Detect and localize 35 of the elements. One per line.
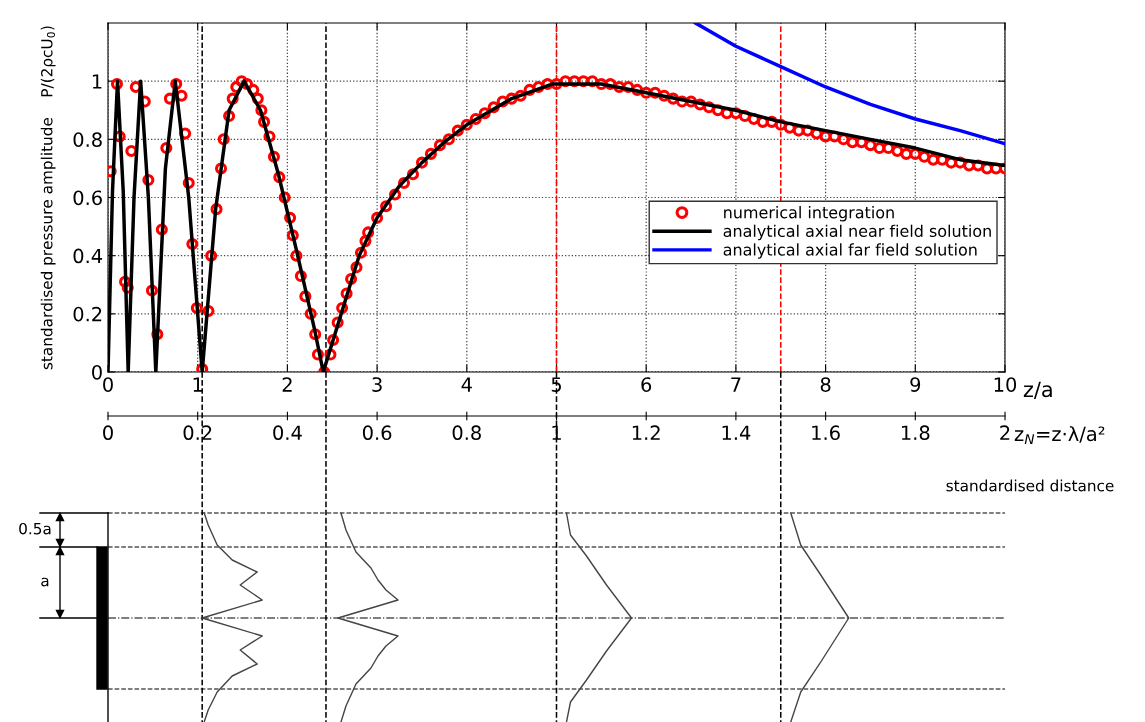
x2-tick-label: 0.2 [183,425,212,441]
text: 0.5a [19,522,51,535]
x2-tick-label: 2 [1000,425,1010,440]
x-tick-label: 0 [103,377,113,392]
legend-label: analytical axial near field solution [723,224,991,241]
x2-tick-label: 1.4 [722,425,751,440]
x2-tick-label: 1.8 [901,425,930,441]
text: a [41,577,49,587]
x-tick-label: 8 [820,377,831,392]
legend-label: analytical axial far field solution [723,243,977,259]
legend-label: numerical integration [724,206,894,222]
y-tick-label: 1 [92,74,102,89]
x2-tick-label: 0.8 [452,425,481,441]
x-tick-label: 3 [372,377,382,392]
x-axis-title: z/a [1023,381,1052,399]
x2-axis-title: z$_{N}$=z·λ/a² [1014,426,1105,445]
x2-tick-label: 0.6 [362,425,392,441]
x-tick-label: 2 [282,377,292,392]
y-tick-label: 0.2 [73,306,102,322]
text: standardised distance [946,479,1114,492]
x2-tick-label: 0 [103,425,113,441]
x-tick-label: 1 [193,377,203,392]
y-tick-label: 0.4 [73,248,103,264]
y-axis-title: standardised pressure amplitude P/(2ρcU$_{0}$) [40,26,56,370]
x2-tick-label: 1.2 [632,425,660,440]
y-tick-label: 0.8 [73,132,102,147]
y-tick-label: 0.6 [73,190,102,206]
x2-tick-label: 0.4 [273,425,302,441]
x2-tick-label: 1.6 [812,425,840,441]
x-tick-label: 6 [641,377,652,392]
x-tick-label: 9 [910,377,921,392]
y-tick-label: 0 [92,364,102,380]
x-tick-label: 4 [461,377,472,392]
x-tick-label: 7 [731,377,741,392]
x-tick-label: 10 [994,377,1017,392]
